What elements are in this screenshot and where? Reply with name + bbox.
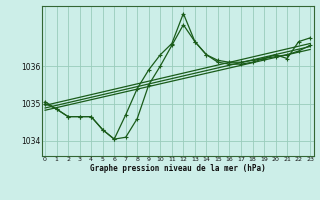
X-axis label: Graphe pression niveau de la mer (hPa): Graphe pression niveau de la mer (hPa) [90,164,266,173]
